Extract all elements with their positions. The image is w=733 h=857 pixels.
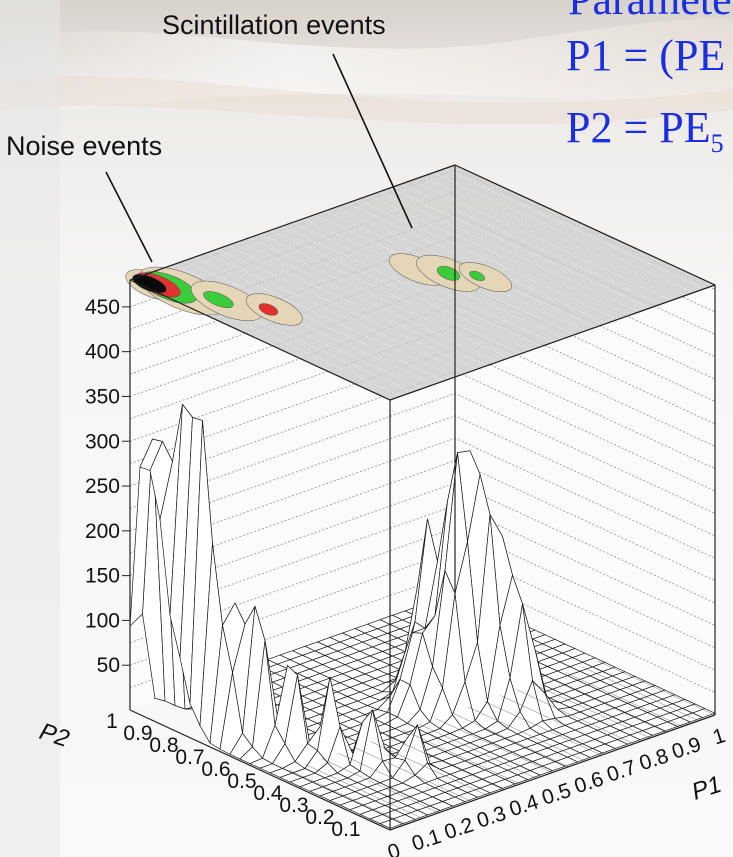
floor-line (451, 712, 569, 768)
p1-tick-label: 0.2 (442, 813, 477, 844)
p1-tick-label: 1 (710, 724, 728, 749)
contour-blob (459, 262, 513, 293)
box-edge (454, 164, 716, 286)
z-tick-label: 50 (97, 654, 120, 677)
p1-tick-label: 0.5 (539, 779, 574, 810)
z-tick-label: 100 (85, 609, 120, 632)
p1-tick-label: 0 (385, 839, 403, 857)
p1-tick-label: 0.4 (507, 790, 542, 821)
p2-tick-label: 0.7 (175, 746, 204, 769)
box-edge (129, 279, 391, 401)
p2-tick-label: 0.5 (227, 770, 256, 793)
p2-tick-label: 0.9 (123, 722, 152, 745)
floor-line (532, 683, 651, 739)
p2-tick-label: 1 (106, 710, 118, 733)
floor-grid (272, 660, 716, 831)
p2-tick-label: 0.2 (305, 806, 334, 829)
p2-tick-label: 0.4 (253, 782, 283, 805)
surface-mesh (129, 403, 716, 829)
p2-tick-label: 0.1 (331, 818, 360, 841)
box-edge (389, 284, 716, 401)
floor-line (435, 718, 553, 773)
floor-line (402, 729, 521, 785)
p1-tick-label: 0.9 (669, 733, 704, 764)
noise-leader-line (105, 171, 153, 263)
parameter-p2-text: P2 = PE (566, 103, 711, 152)
z-tick-label: 350 (85, 385, 120, 408)
floor-line (467, 706, 586, 762)
contour-blob (258, 303, 279, 316)
z-tick-label: 450 (85, 296, 120, 319)
floor-line (549, 677, 667, 733)
parameter-p2-definition: P2 = PE5 (566, 102, 724, 159)
parameter-heading: Paramete (568, 0, 732, 25)
p2-tick-label: 0.6 (201, 758, 230, 781)
parameter-p1-definition: P1 = (PE (566, 31, 726, 80)
z-tick-label: 150 (85, 565, 120, 588)
floor-line (386, 735, 504, 791)
p1-tick-label: 0.6 (572, 767, 607, 798)
contour-blob (203, 291, 234, 309)
floor-line (289, 769, 407, 825)
scintillation-events-label: Scintillation events (162, 10, 386, 40)
parameter-p2-subscript: 5 (710, 128, 724, 158)
p1-axis-label: P1 (689, 771, 725, 806)
annotation-leaders (105, 53, 413, 263)
floor-line (581, 666, 699, 722)
floor-line (354, 746, 472, 802)
p2-axis-label: P2 (36, 718, 72, 753)
floor-line (484, 700, 602, 756)
contour-blob (469, 270, 485, 281)
contour-blob (132, 274, 167, 294)
noise-events-label: Noise events (6, 131, 163, 161)
z-tick-label: 250 (85, 475, 120, 498)
box-edge (129, 709, 391, 831)
floor-line (516, 689, 634, 745)
p2-tick-label: 0.8 (149, 734, 178, 757)
floor-line (337, 752, 456, 808)
floor-line (305, 764, 423, 819)
z-tick-label: 300 (85, 430, 120, 453)
floor-line (565, 672, 683, 727)
contour-blob (436, 265, 461, 281)
floor-line (500, 695, 618, 750)
p1-tick-label: 0.8 (637, 744, 672, 775)
p1-tick-label: 0.7 (604, 756, 639, 787)
box-edge (129, 164, 456, 281)
box-edges (129, 164, 716, 831)
z-tick-label: 200 (85, 520, 120, 543)
floor-line (597, 660, 716, 716)
p2-tick-label: 0.3 (279, 794, 308, 817)
surface-cell (379, 818, 404, 829)
floor-line (419, 723, 537, 779)
p1-tick-label: 0.1 (409, 825, 444, 856)
floor-line (321, 758, 439, 814)
box-edge (389, 714, 716, 831)
scintillation-leader-line (332, 53, 413, 229)
p1-tick-label: 0.3 (474, 802, 509, 833)
z-tick-label: 400 (85, 341, 120, 364)
